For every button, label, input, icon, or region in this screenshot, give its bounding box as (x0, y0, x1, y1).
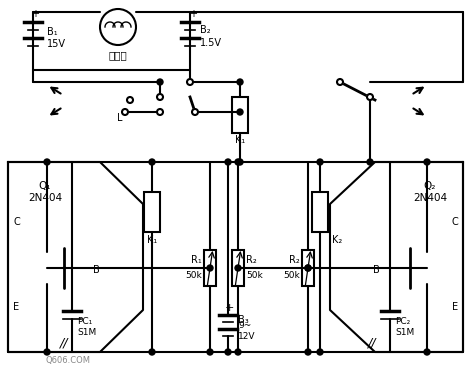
Circle shape (237, 109, 243, 115)
Text: Q₂
2N404: Q₂ 2N404 (413, 181, 447, 203)
Circle shape (367, 159, 373, 165)
Circle shape (424, 159, 430, 165)
Circle shape (237, 79, 243, 85)
Text: PC₂
S1M: PC₂ S1M (395, 317, 414, 337)
Text: K₁: K₁ (235, 135, 245, 145)
Text: 电动机: 电动机 (109, 50, 127, 60)
Circle shape (44, 159, 50, 165)
Text: Q₁
2N404: Q₁ 2N404 (28, 181, 62, 203)
Text: R₂: R₂ (246, 255, 257, 265)
Text: 1.5V: 1.5V (200, 38, 222, 48)
Circle shape (305, 265, 311, 271)
Text: L: L (117, 113, 123, 123)
Bar (232, 97, 248, 133)
Circle shape (192, 109, 198, 115)
Text: B₁: B₁ (47, 27, 58, 37)
Circle shape (237, 159, 243, 165)
Circle shape (305, 265, 311, 271)
Circle shape (317, 159, 323, 165)
Text: 9~
12V: 9~ 12V (238, 321, 255, 341)
Text: B₂: B₂ (200, 25, 211, 35)
Text: +: + (224, 303, 234, 313)
Text: B: B (93, 265, 100, 275)
Circle shape (225, 349, 231, 355)
Circle shape (157, 94, 163, 100)
Text: //: // (368, 337, 376, 349)
Bar (302, 250, 314, 286)
Text: +: + (31, 9, 39, 19)
Text: C: C (451, 217, 458, 227)
Text: E: E (452, 302, 458, 312)
Circle shape (149, 159, 155, 165)
Bar (312, 192, 328, 232)
Text: //: // (60, 337, 68, 349)
Text: E: E (13, 302, 19, 312)
Text: K₂: K₂ (332, 235, 342, 245)
Text: PC₁
S1M: PC₁ S1M (77, 317, 96, 337)
Circle shape (235, 349, 241, 355)
Text: R₂: R₂ (289, 255, 300, 265)
Circle shape (235, 265, 241, 271)
Circle shape (100, 9, 136, 45)
Circle shape (317, 349, 323, 355)
Bar (232, 250, 244, 286)
Circle shape (305, 349, 311, 355)
Bar (144, 192, 160, 232)
Text: Q606.COM: Q606.COM (45, 355, 90, 365)
Circle shape (122, 109, 128, 115)
Text: 50k: 50k (283, 272, 300, 280)
Circle shape (207, 265, 213, 271)
Bar (204, 250, 216, 286)
Circle shape (337, 79, 343, 85)
Text: 50k: 50k (246, 272, 263, 280)
Circle shape (149, 349, 155, 355)
Circle shape (235, 159, 241, 165)
Text: +: + (189, 9, 197, 19)
Circle shape (44, 349, 50, 355)
Text: B: B (373, 265, 380, 275)
Circle shape (367, 94, 373, 100)
Text: R₁: R₁ (191, 255, 202, 265)
Text: K₁: K₁ (147, 235, 157, 245)
Circle shape (187, 79, 193, 85)
Text: 50k: 50k (185, 272, 202, 280)
Circle shape (424, 349, 430, 355)
Circle shape (127, 97, 133, 103)
Text: 15V: 15V (47, 39, 66, 49)
Circle shape (157, 79, 163, 85)
Circle shape (225, 159, 231, 165)
Text: C: C (13, 217, 20, 227)
Circle shape (157, 109, 163, 115)
Circle shape (207, 349, 213, 355)
Text: B₃: B₃ (238, 315, 249, 325)
